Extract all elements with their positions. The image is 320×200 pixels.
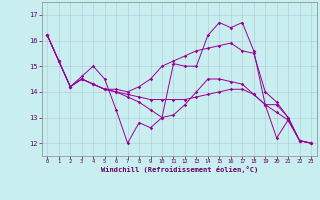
- X-axis label: Windchill (Refroidissement éolien,°C): Windchill (Refroidissement éolien,°C): [100, 166, 258, 173]
